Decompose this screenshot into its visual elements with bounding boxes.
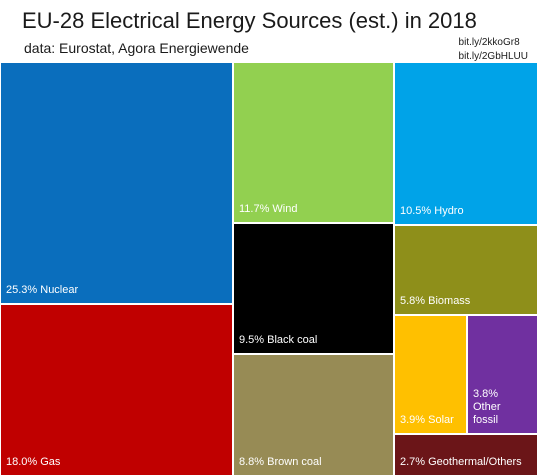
- tile-geothermal-others: 2.7% Geothermal/Others: [394, 434, 538, 476]
- tile-label-geothermal-others: 2.7% Geothermal/Others: [400, 456, 522, 468]
- tile-hydro: 10.5% Hydro: [394, 62, 538, 225]
- tile-label-solar: 3.9% Solar: [400, 414, 454, 426]
- tile-label-biomass: 5.8% Biomass: [400, 295, 471, 307]
- treemap: 25.3% Nuclear 18.0% Gas 11.7% Wind 9.5% Bla…: [0, 62, 538, 476]
- tile-gas: 18.0% Gas: [0, 304, 233, 476]
- chart-subtitle: data: Eurostat, Agora Energiewende: [24, 40, 249, 56]
- tile-wind: 11.7% Wind: [233, 62, 394, 223]
- tile-label-black-coal: 9.5% Black coal: [239, 334, 318, 346]
- tile-label-other-fossil: 3.8% Other fossil: [473, 388, 501, 426]
- tile-label-wind: 11.7% Wind: [239, 203, 298, 215]
- tile-nuclear: 25.3% Nuclear: [0, 62, 233, 304]
- tile-label-brown-coal: 8.8% Brown coal: [239, 456, 322, 468]
- source-links: bit.ly/2kkoGr8 bit.ly/2GbHLUU: [459, 36, 528, 64]
- tile-black-coal: 9.5% Black coal: [233, 223, 394, 354]
- source-link-2[interactable]: bit.ly/2GbHLUU: [458, 51, 528, 62]
- tile-label-gas: 18.0% Gas: [6, 456, 61, 468]
- tile-biomass: 5.8% Biomass: [394, 225, 538, 315]
- tile-solar: 3.9% Solar: [394, 315, 467, 434]
- tile-label-hydro: 10.5% Hydro: [400, 205, 464, 217]
- tile-other-fossil: 3.8% Other fossil: [467, 315, 538, 434]
- tile-label-nuclear: 25.3% Nuclear: [6, 284, 79, 296]
- chart-title: EU-28 Electrical Energy Sources (est.) i…: [22, 8, 477, 33]
- source-link-1[interactable]: bit.ly/2kkoGr8: [458, 37, 520, 48]
- tile-brown-coal: 8.8% Brown coal: [233, 354, 394, 476]
